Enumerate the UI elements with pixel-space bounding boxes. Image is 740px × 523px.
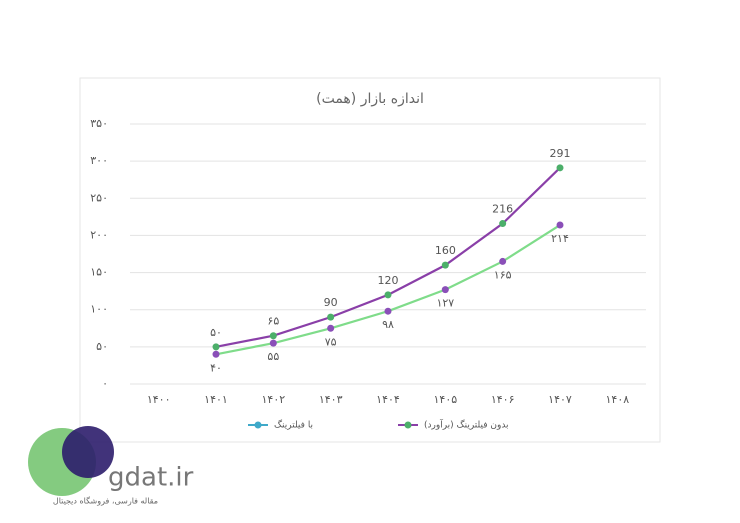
data-point — [384, 307, 392, 315]
y-tick-label: ۰ — [102, 377, 108, 390]
y-tick-label: ۵۰ — [96, 340, 108, 353]
y-tick-label: ۳۵۰ — [90, 117, 108, 130]
x-tick-label: ۱۴۰۲ — [262, 393, 286, 406]
data-label: ۶۵ — [267, 315, 279, 328]
data-point — [499, 257, 507, 265]
data-point — [556, 221, 564, 229]
data-label: ۱۶۵ — [494, 268, 512, 281]
legend-label: با فیلترینگ — [274, 419, 313, 431]
x-tick-label: ۱۴۰۱ — [204, 393, 228, 406]
legend-label: بدون فیلترینگ (برآورد) — [424, 419, 509, 431]
y-tick-label: ۲۰۰ — [90, 228, 108, 241]
data-label: ۹۸ — [382, 318, 394, 331]
data-label: 90 — [324, 296, 338, 309]
y-tick-label: ۳۰۰ — [90, 154, 108, 167]
data-point — [327, 313, 335, 321]
y-tick-label: ۱۰۰ — [90, 303, 108, 316]
x-tick-label: ۱۴۰۸ — [606, 393, 630, 406]
chart-panel — [79, 77, 661, 443]
data-label: ۵۵ — [267, 350, 279, 363]
data-label: ۱۲۷ — [436, 297, 454, 310]
data-point — [556, 164, 564, 172]
x-tick-label: ۱۴۰۷ — [548, 393, 572, 406]
x-tick-label: ۱۴۰۵ — [434, 393, 458, 406]
data-label: ۵۰ — [210, 326, 222, 339]
data-label: 120 — [378, 274, 399, 287]
y-tick-label: ۲۵۰ — [90, 191, 108, 204]
data-point — [327, 324, 335, 332]
data-label: 216 — [492, 203, 513, 216]
data-label: ۴۰ — [210, 361, 222, 374]
data-point — [269, 332, 277, 340]
watermark-site: gdat.ir — [108, 463, 194, 493]
x-tick-label: ۱۴۰۰ — [147, 393, 171, 406]
x-tick-label: ۱۴۰۴ — [376, 393, 400, 406]
y-tick-label: ۱۵۰ — [90, 266, 108, 279]
data-label: ۷۵ — [325, 335, 337, 348]
data-point — [269, 339, 277, 347]
legend-marker — [404, 421, 412, 429]
x-tick-label: ۱۴۰۳ — [319, 393, 343, 406]
x-tick-label: ۱۴۰۶ — [491, 393, 515, 406]
data-point — [441, 261, 449, 269]
data-label: 291 — [550, 147, 571, 160]
data-label: 160 — [435, 244, 456, 257]
logo-circle — [62, 426, 114, 478]
data-point — [212, 343, 220, 351]
data-point — [499, 220, 507, 228]
watermark: gdat.ir مقاله فارسی، فروشگاه دیجیتال — [28, 426, 194, 506]
data-point — [441, 286, 449, 294]
legend-marker — [254, 421, 262, 429]
watermark-tagline: مقاله فارسی، فروشگاه دیجیتال — [53, 496, 158, 506]
data-point — [212, 350, 220, 358]
data-point — [384, 291, 392, 299]
chart-title: اندازه بازار (همت) — [316, 91, 424, 107]
data-label: ۲۱۴ — [551, 232, 569, 245]
